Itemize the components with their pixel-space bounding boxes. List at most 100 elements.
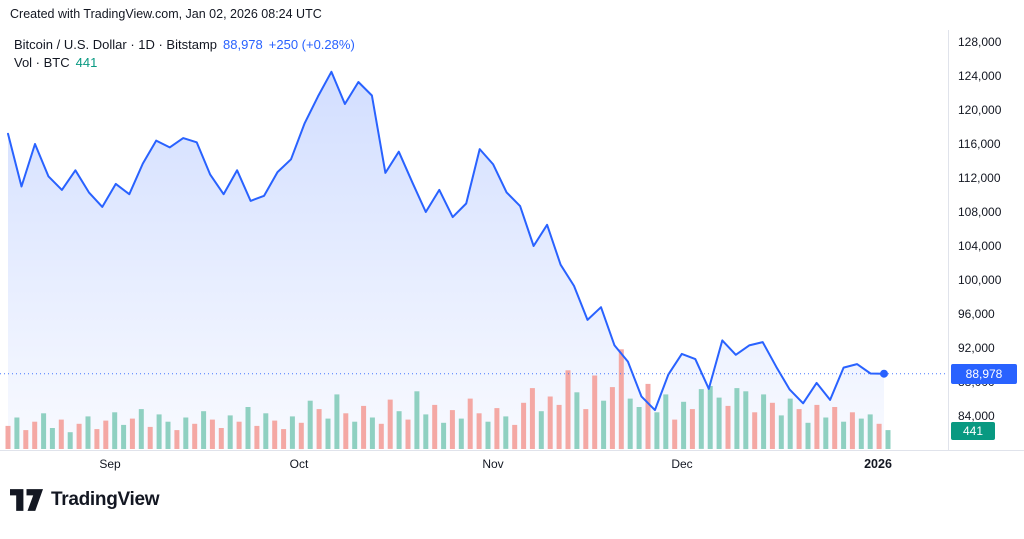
volume-histogram — [5, 349, 891, 450]
volume-bar — [476, 413, 482, 449]
volume-bar — [156, 414, 162, 449]
volume-bar — [458, 418, 464, 449]
volume-bar — [689, 409, 695, 449]
time-tick-label: Oct — [289, 457, 309, 471]
legend-symbol-row: Bitcoin / U.S. Dollar · 1D · Bitstamp 88… — [14, 36, 355, 54]
volume-bar — [41, 413, 47, 449]
volume-bar — [245, 407, 251, 449]
time-tick-label: Sep — [99, 457, 121, 471]
volume-bar — [823, 417, 829, 449]
volume-bar — [432, 404, 438, 449]
volume-bar — [529, 388, 535, 449]
volume-bar — [556, 404, 562, 449]
volume-bar — [14, 417, 20, 449]
symbol-title[interactable]: Bitcoin / U.S. Dollar · 1D · Bitstamp — [14, 37, 217, 52]
volume-bar — [147, 426, 153, 449]
last-price-value: 88,978 — [223, 37, 263, 52]
volume-bar — [121, 424, 127, 450]
price-tick-label: 120,000 — [958, 103, 1002, 117]
volume-bar — [876, 423, 882, 449]
volume-bar — [521, 402, 527, 449]
volume-bar — [805, 422, 811, 450]
volume-bar — [867, 414, 873, 449]
volume-bar — [85, 416, 91, 449]
volume-bar — [281, 429, 287, 449]
volume-bar — [138, 409, 144, 449]
price-change-value: +250 (+0.28%) — [268, 37, 355, 52]
volume-bar — [796, 409, 802, 449]
volume-bar — [387, 399, 393, 449]
volume-bar — [698, 389, 704, 449]
volume-bar — [681, 401, 687, 450]
attribution-text: Created with TradingView.com, Jan 02, 20… — [10, 7, 322, 21]
volume-bar — [5, 425, 11, 449]
volume-bar — [609, 387, 615, 449]
price-tick-label: 112,000 — [958, 171, 1001, 185]
volume-bar — [814, 404, 820, 449]
volume-bar — [32, 421, 38, 449]
legend-volume-row: Vol · BTC 441 — [14, 54, 355, 72]
volume-value: 441 — [75, 55, 98, 70]
area-fill — [8, 71, 884, 450]
volume-bar — [165, 421, 171, 449]
volume-bar — [761, 394, 767, 449]
volume-bar — [858, 418, 864, 449]
time-tick-label: Nov — [482, 457, 504, 471]
volume-bar — [76, 423, 82, 449]
volume-bar — [627, 398, 633, 449]
volume-bar — [441, 422, 447, 450]
volume-bar — [752, 412, 758, 450]
volume-bar — [23, 430, 29, 449]
volume-bar — [209, 419, 215, 449]
volume-bar — [841, 421, 847, 449]
volume-bar — [654, 412, 660, 450]
price-tick-label: 84,000 — [958, 409, 995, 423]
volume-bar — [485, 421, 491, 449]
volume-bar — [263, 413, 269, 449]
volume-badge: 441 — [951, 422, 995, 440]
volume-bar — [227, 415, 233, 449]
volume-bar — [512, 424, 518, 450]
volume-bar — [325, 418, 331, 449]
price-tick-label: 104,000 — [958, 239, 1002, 253]
price-chart[interactable] — [0, 0, 948, 452]
volume-label[interactable]: Vol · BTC — [14, 55, 70, 70]
volume-bar — [645, 383, 651, 449]
volume-bar — [618, 349, 624, 450]
volume-bar — [103, 420, 109, 449]
volume-bar — [832, 407, 838, 449]
volume-bar — [565, 370, 571, 450]
volume-bar — [423, 414, 429, 449]
price-tick-label: 124,000 — [958, 69, 1002, 83]
volume-bar — [361, 405, 367, 449]
volume-bar — [183, 417, 189, 449]
volume-bar — [414, 391, 420, 450]
volume-bar — [707, 386, 713, 449]
price-scale[interactable]: 88,978 441 128,000 124,000 120,000 116,000 1… — [948, 30, 1024, 450]
volume-bar — [396, 411, 402, 449]
tradingview-branding[interactable]: TradingView — [10, 489, 160, 511]
volume-bar — [112, 412, 118, 450]
price-tick-label: 100,000 — [958, 273, 1002, 287]
volume-bar — [769, 402, 775, 449]
volume-bar — [663, 394, 669, 449]
volume-bar — [672, 419, 678, 449]
chart-legend: Bitcoin / U.S. Dollar · 1D · Bitstamp 88… — [14, 36, 355, 72]
volume-bar — [885, 430, 891, 449]
volume-bar — [94, 429, 100, 449]
volume-bar — [583, 409, 589, 449]
volume-bar — [316, 409, 322, 449]
volume-bar — [716, 397, 722, 449]
price-tick-label: 108,000 — [958, 205, 1002, 219]
last-price-badge: 88,978 — [951, 363, 1017, 384]
volume-bar — [201, 411, 207, 449]
volume-bar — [378, 423, 384, 449]
volume-bar — [601, 400, 607, 449]
time-axis[interactable]: Sep Oct Nov Dec 2026 — [0, 450, 1024, 479]
volume-bar — [49, 428, 55, 449]
volume-bar — [289, 416, 295, 449]
volume-bar — [449, 410, 455, 449]
volume-bar — [129, 418, 135, 449]
volume-bar — [778, 415, 784, 449]
volume-bar — [405, 419, 411, 449]
